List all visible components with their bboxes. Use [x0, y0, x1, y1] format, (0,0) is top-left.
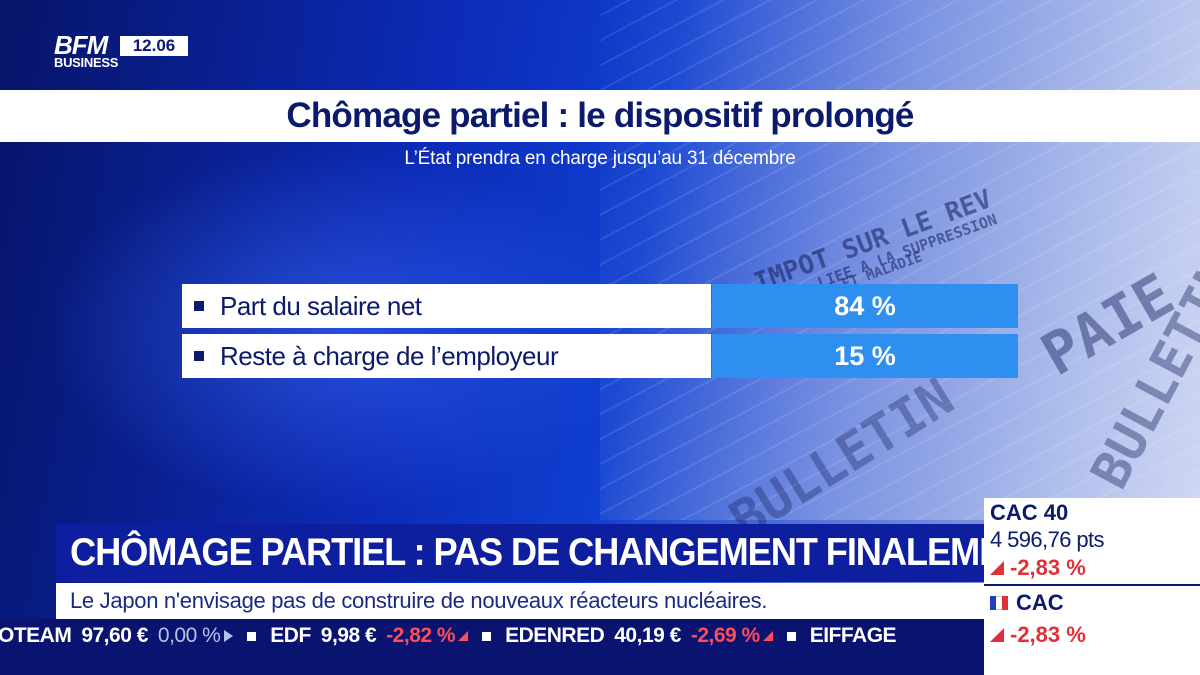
ticker-name: OTEAM — [0, 624, 72, 647]
ticker-item: EIFFAGE — [809, 624, 897, 648]
square-bullet-icon — [194, 301, 204, 311]
row-value: 15 % — [712, 334, 1018, 378]
news-text: Le Japon n'envisage pas de construire de… — [70, 588, 768, 613]
down-arrow-icon — [458, 631, 469, 641]
ticker-change: -2,82 % — [386, 624, 456, 647]
row-label-cell: Reste à charge de l’employeur — [182, 334, 711, 378]
graphic-title: Chômage partiel : le dispositif prolongé — [286, 96, 914, 135]
graphic-subtitle: L’État prendra en charge jusqu’au 31 déc… — [404, 148, 796, 169]
headline-text: CHÔMAGE PARTIEL : PAS DE CHANGEMENT FINA… — [70, 531, 1049, 574]
table-row: Part du salaire net 84 % — [182, 284, 1018, 328]
second-index-change-value: -2,83 % — [1010, 622, 1086, 647]
flat-arrow-icon — [224, 630, 234, 642]
news-crawl-bar: Le Japon n'envisage pas de construire de… — [56, 583, 984, 619]
french-flag-icon — [990, 596, 1008, 610]
ticker-item: EDENRED 40,19 € -2,69 % — [505, 624, 773, 648]
stock-ticker: OTEAM 97,60 € 0,00 % EDF 9,98 € -2,82 % … — [0, 619, 984, 653]
ticker-price: 9,98 € — [320, 624, 377, 647]
ticker-change: -2,69 % — [690, 624, 760, 647]
panel-divider — [984, 584, 1200, 586]
index-name: CAC 40 — [990, 500, 1069, 525]
index-change: -2,83 % — [990, 555, 1086, 581]
second-index-name: CAC — [1016, 590, 1064, 615]
row-label-cell: Part du salaire net — [182, 284, 711, 328]
ticker-price: 97,60 € — [81, 624, 148, 647]
ticker-separator-icon — [247, 631, 257, 641]
row-value: 84 % — [712, 284, 1018, 328]
bfm-business-logo: BFM BUSINESS — [54, 30, 119, 70]
ticker-name: EIFFAGE — [809, 624, 897, 647]
ticker-item: EDF 9,98 € -2,82 % — [270, 624, 469, 648]
ticker-price: 40,19 € — [614, 624, 681, 647]
bottom-strip — [0, 653, 1200, 675]
down-arrow-icon — [762, 631, 773, 641]
ticker-separator-icon — [786, 631, 796, 641]
second-index-change: -2,83 % — [990, 622, 1086, 648]
down-triangle-icon — [990, 628, 1004, 642]
index-points: 4 596,76 pts — [990, 527, 1105, 552]
row-label: Reste à charge de l’employeur — [220, 340, 559, 371]
row-label: Part du salaire net — [220, 290, 422, 321]
title-band: Chômage partiel : le dispositif prolongé — [0, 90, 1200, 142]
index-change-value: -2,83 % — [1010, 555, 1086, 580]
ticker-change: 0,00 % — [157, 624, 221, 647]
ticker-name: EDENRED — [505, 624, 605, 647]
info-table: Part du salaire net 84 % Reste à charge … — [182, 284, 1018, 384]
second-index: CAC — [990, 590, 1064, 616]
ticker-item: OTEAM 97,60 € 0,00 % — [0, 624, 234, 648]
down-triangle-icon — [990, 561, 1004, 575]
logo-bfm-text: BFM — [54, 30, 108, 60]
payslip-background-image: IMPOT SUR LE REV LIEE A LA SUPPRESSION E… — [600, 0, 1200, 551]
headline-bar: CHÔMAGE PARTIEL : PAS DE CHANGEMENT FINA… — [56, 524, 1049, 582]
table-row: Reste à charge de l’employeur 15 % — [182, 334, 1018, 378]
logo-business-text: BUSINESS — [54, 55, 119, 70]
ticker-name: EDF — [270, 624, 311, 647]
ticker-separator-icon — [482, 631, 492, 641]
market-panel: CAC 40 4 596,76 pts -2,83 % CAC -2,83 % — [984, 498, 1200, 675]
square-bullet-icon — [194, 351, 204, 361]
clock: 12.06 — [120, 36, 188, 56]
